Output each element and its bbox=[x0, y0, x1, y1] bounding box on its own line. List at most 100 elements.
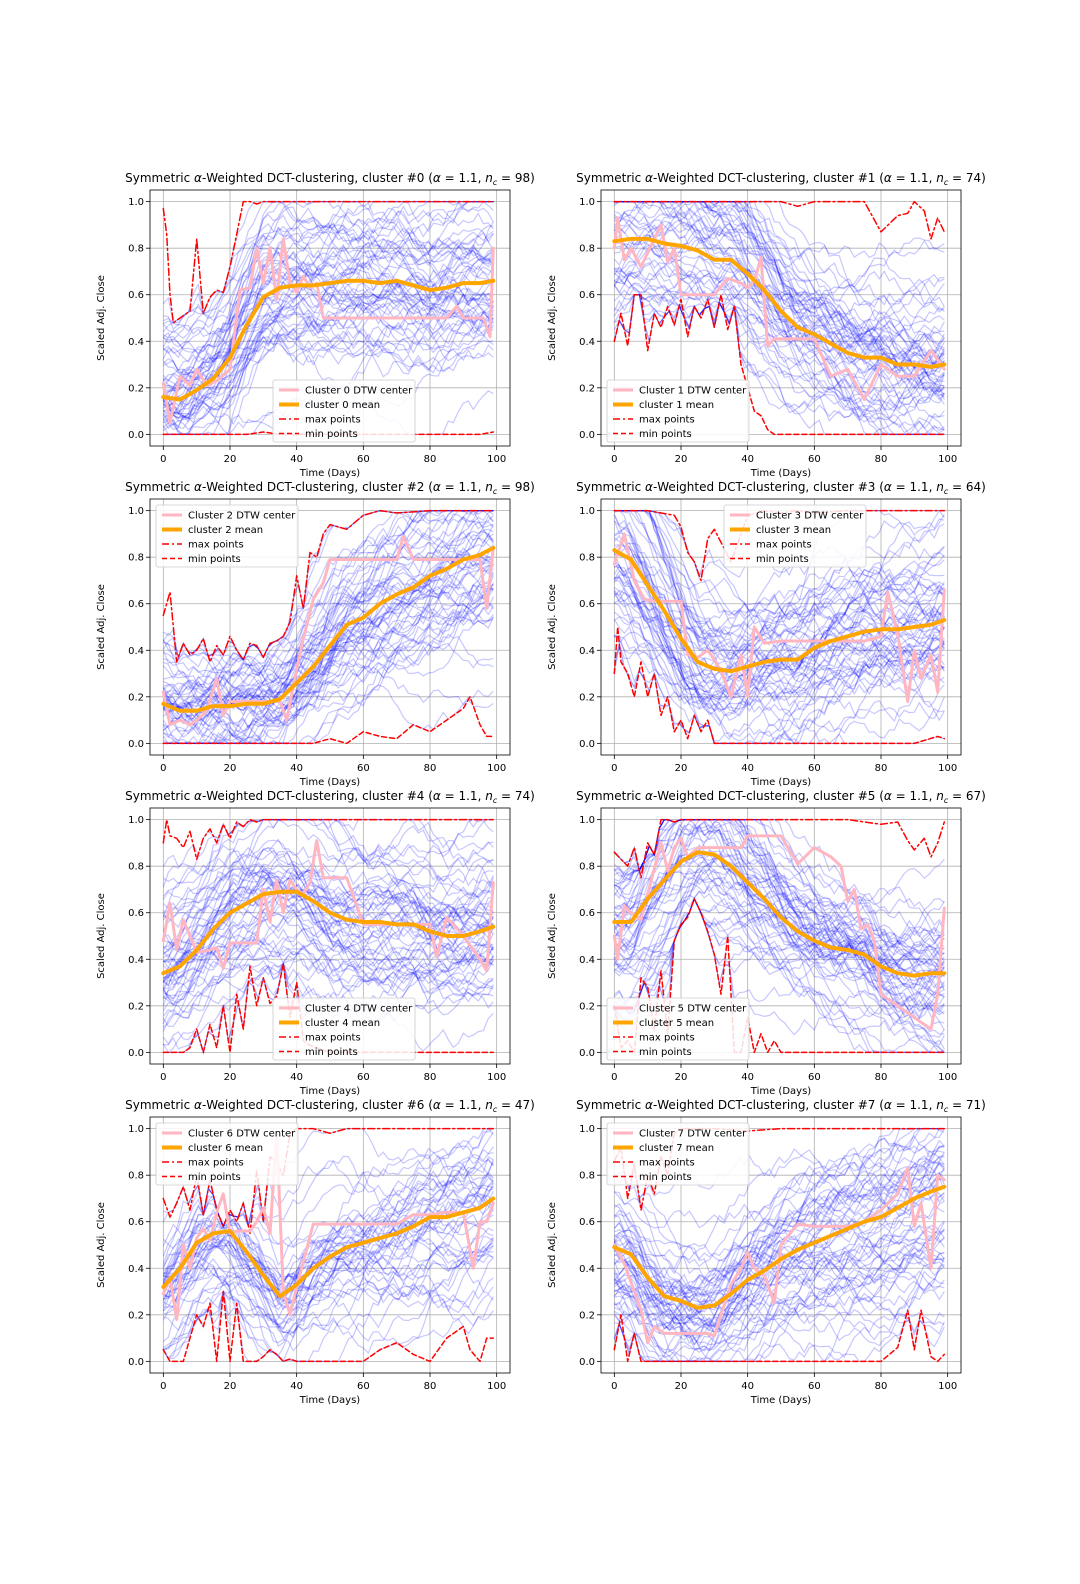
member-line bbox=[613, 642, 945, 720]
member-line bbox=[162, 510, 494, 703]
y-tick-label: 0.6 bbox=[579, 908, 595, 919]
member-line bbox=[163, 558, 494, 683]
chart-title: Symmetric α-Weighted DCT-clustering, clu… bbox=[125, 171, 535, 187]
member-line bbox=[613, 1234, 945, 1315]
x-tick-label: 0 bbox=[160, 1072, 166, 1083]
member-line bbox=[614, 510, 945, 698]
chart-title: Symmetric α-Weighted DCT-clustering, clu… bbox=[125, 789, 535, 805]
member-line bbox=[163, 248, 494, 435]
chart-title: Symmetric α-Weighted DCT-clustering, clu… bbox=[576, 480, 986, 496]
member-line bbox=[163, 282, 494, 398]
x-tick-label: 20 bbox=[675, 763, 688, 774]
member-line bbox=[163, 509, 494, 709]
y-tick-label: 0.2 bbox=[579, 1001, 595, 1012]
member-line bbox=[162, 293, 494, 415]
member-line bbox=[614, 1288, 945, 1363]
member-line bbox=[163, 666, 494, 745]
member-line bbox=[163, 1161, 494, 1283]
member-line bbox=[613, 818, 945, 937]
legend-label: cluster 6 mean bbox=[188, 1143, 263, 1154]
member-line bbox=[163, 510, 494, 707]
member-line bbox=[613, 820, 945, 964]
x-axis-label: Time (Days) bbox=[299, 1086, 361, 1097]
legend-label: min points bbox=[756, 554, 809, 565]
member-line bbox=[614, 625, 945, 711]
axes-frame bbox=[600, 189, 962, 447]
series-max-points bbox=[162, 818, 495, 860]
chart-panel-4: 0 20 40 60 80 100 0.0 0.2 0.4 0.6 0.8 1.0 Time (Days… bbox=[96, 789, 535, 1097]
member-line bbox=[162, 336, 494, 431]
member-line bbox=[162, 200, 494, 344]
member-line bbox=[162, 308, 494, 392]
member-line bbox=[163, 615, 494, 745]
member-line bbox=[162, 588, 494, 739]
member-line bbox=[163, 945, 494, 1055]
member-line bbox=[163, 509, 494, 713]
series-min-points bbox=[162, 696, 495, 745]
y-tick-label: 0.2 bbox=[579, 692, 595, 703]
member-line bbox=[162, 882, 494, 982]
axes-frame bbox=[149, 498, 511, 756]
series-min-points bbox=[613, 293, 946, 436]
x-tick-label: 20 bbox=[224, 763, 237, 774]
x-tick-label: 80 bbox=[875, 1072, 888, 1083]
y-tick-label: 0.4 bbox=[579, 646, 595, 657]
member-line bbox=[163, 510, 494, 686]
member-line bbox=[163, 544, 494, 745]
member-line bbox=[162, 243, 494, 415]
member-line bbox=[613, 201, 945, 387]
x-tick-label: 20 bbox=[675, 1072, 688, 1083]
member-line bbox=[614, 860, 945, 978]
member-line bbox=[613, 818, 945, 945]
x-tick-label: 0 bbox=[611, 454, 617, 465]
member-line bbox=[162, 1218, 494, 1363]
x-tick-label: 80 bbox=[424, 1072, 437, 1083]
member-line bbox=[162, 889, 494, 969]
member-line bbox=[162, 891, 494, 1000]
member-line bbox=[613, 1145, 945, 1200]
member-line bbox=[613, 1159, 945, 1292]
member-line bbox=[613, 618, 945, 709]
member-line bbox=[614, 201, 945, 342]
y-tick-label: 0.8 bbox=[579, 862, 595, 873]
legend-box bbox=[155, 1122, 299, 1186]
x-tick-label: 0 bbox=[160, 1381, 166, 1392]
series-cluster-1-dtw-center bbox=[612, 216, 946, 401]
member-line bbox=[613, 539, 945, 673]
member-line bbox=[614, 1155, 945, 1363]
legend-label: max points bbox=[188, 540, 244, 551]
series-cluster-3-mean bbox=[612, 548, 947, 674]
x-tick-label: 80 bbox=[424, 454, 437, 465]
member-line bbox=[162, 537, 494, 712]
member-line bbox=[162, 861, 494, 963]
member-line bbox=[163, 935, 494, 997]
member-line bbox=[163, 1236, 494, 1300]
member-line bbox=[162, 1146, 494, 1325]
y-tick-label: 1.0 bbox=[579, 815, 595, 826]
member-line bbox=[162, 1156, 494, 1252]
member-line bbox=[613, 1158, 945, 1315]
legend-label: max points bbox=[756, 540, 812, 551]
legend-label: Cluster 7 DTW center bbox=[639, 1129, 747, 1140]
member-line bbox=[613, 591, 945, 697]
series-cluster-2-mean bbox=[161, 545, 496, 713]
member-line bbox=[162, 844, 494, 947]
member-line bbox=[162, 1171, 494, 1330]
member-line bbox=[163, 684, 494, 745]
x-tick-label: 80 bbox=[424, 1381, 437, 1392]
series-cluster-4-mean bbox=[161, 889, 496, 976]
member-line bbox=[162, 232, 494, 363]
member-line bbox=[613, 818, 945, 1016]
y-tick-label: 0.0 bbox=[579, 430, 595, 441]
member-line bbox=[163, 846, 494, 912]
member-line bbox=[613, 897, 945, 1031]
y-tick-label: 0.4 bbox=[579, 1264, 595, 1275]
x-tick-label: 100 bbox=[938, 763, 957, 774]
series-cluster-7-mean bbox=[612, 1184, 947, 1310]
member-line bbox=[614, 876, 945, 993]
member-line bbox=[614, 1229, 945, 1363]
member-line bbox=[614, 1127, 945, 1262]
chart-panel-3: 0 20 40 60 80 100 0.0 0.2 0.4 0.6 0.8 1.0 Time (Days… bbox=[547, 480, 986, 788]
member-line bbox=[613, 520, 945, 669]
x-tick-label: 100 bbox=[938, 1381, 957, 1392]
